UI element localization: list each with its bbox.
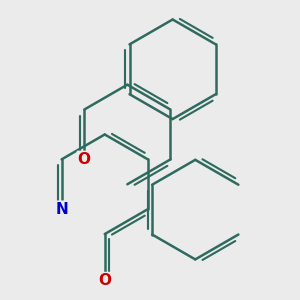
Text: O: O	[98, 273, 111, 288]
Text: N: N	[55, 202, 68, 217]
Text: O: O	[78, 152, 91, 167]
